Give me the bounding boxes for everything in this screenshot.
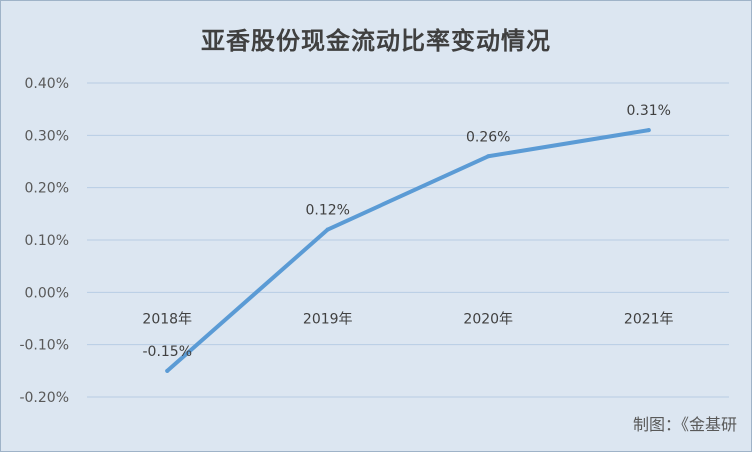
x-tick-label: 2021年 bbox=[624, 311, 674, 327]
data-label: 0.31% bbox=[627, 103, 671, 119]
data-label: -0.15% bbox=[142, 344, 192, 360]
x-tick-label: 2019年 bbox=[303, 311, 353, 327]
x-tick-label: 2018年 bbox=[142, 311, 192, 327]
chart-credit: 制图：《金基研 bbox=[632, 415, 737, 434]
y-tick-label: 0.10% bbox=[25, 233, 69, 249]
y-tick-label: 0.30% bbox=[25, 128, 69, 144]
chart-title: 亚香股份现金流动比率变动情况 bbox=[201, 27, 551, 55]
data-point bbox=[486, 154, 491, 159]
y-tick-label: 0.00% bbox=[25, 285, 69, 301]
y-tick-label: -0.20% bbox=[19, 390, 69, 406]
data-point bbox=[646, 128, 651, 133]
y-tick-label: -0.10% bbox=[19, 338, 69, 354]
data-label: 0.12% bbox=[306, 203, 350, 219]
y-tick-label: 0.20% bbox=[25, 181, 69, 197]
series-line bbox=[165, 128, 651, 373]
x-tick-label: 2020年 bbox=[463, 311, 513, 327]
y-tick-label: 0.40% bbox=[25, 76, 69, 92]
data-point bbox=[165, 368, 170, 373]
data-point bbox=[325, 227, 330, 232]
data-label: 0.26% bbox=[466, 129, 510, 145]
